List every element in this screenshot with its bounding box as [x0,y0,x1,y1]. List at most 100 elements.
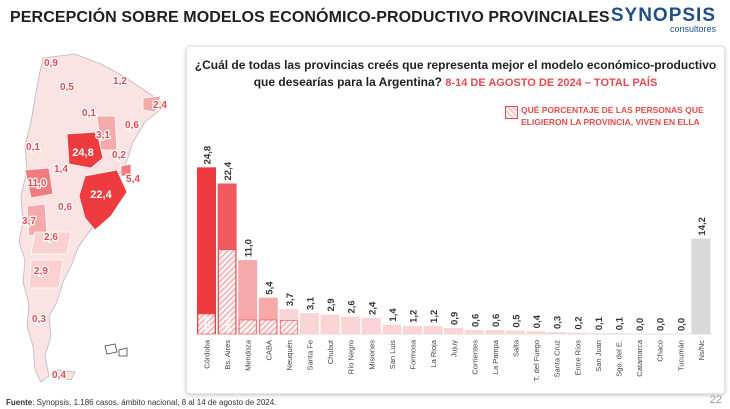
footer-text: : Synopsis, 1.186 casos, ámbito nacional… [32,398,277,407]
category-label: Bs. Aires [223,340,232,370]
chart-panel: ¿Cuál de todas las provincias creés que … [186,46,725,394]
category-label: Ns/Nc [697,340,706,361]
bar-value-label: 0,4 [532,314,543,328]
chart-question: ¿Cuál de todas las provincias creés que … [187,57,724,92]
bar-value-label: 0,0 [656,318,667,331]
residents-share-bar [238,319,257,335]
map-region-label: 0,5 [60,82,74,93]
category-label: Salta [512,339,521,357]
page-number: 22 [709,394,722,406]
category-label: Chubut [326,339,335,364]
bar-value-label: 2,6 [347,300,358,313]
residents-share-bar [218,249,236,335]
brand-logo: SYNOPSIS consultores [611,5,716,34]
footer-source: Fuente: Synopsis, 1.186 casos, ámbito na… [6,398,276,407]
category-label: Jujuy [450,340,459,358]
bar-6 [320,314,340,334]
map-region-label: 0,9 [44,58,58,69]
map-region-label: 1,4 [54,164,68,175]
category-label: CABA [264,340,273,360]
bar-10 [403,325,422,334]
logo-name: SYNOPSIS [610,5,716,26]
category-label: Entre Ríos [573,340,582,376]
residents-share-bar [197,313,216,335]
bar-value-label: 1,2 [409,310,420,323]
map-province-mendoza [24,167,54,199]
category-label: Tucumán [676,340,685,371]
category-label: San Juan [594,340,603,372]
map-region-label: 0,1 [82,108,96,119]
bar-value-label: 0,0 [676,318,687,331]
category-label: Córdoba [203,339,212,369]
bar-11 [423,325,443,334]
bar-2 [238,260,258,334]
argentina-map: 0,9 1,2 0,5 2,4 0,1 0,6 3,1 0,1 24,8 0,2 1,4 5,4 11,… [5,46,180,392]
bar-14 [485,329,505,334]
bar-value-label: 1,4 [388,308,399,322]
page-title: PERCEPCIÓN SOBRE MODELOS ECONÓMICO-PRODU… [10,9,610,26]
residents-share-label: 56,1 [223,316,232,331]
map-region-label: 0,2 [112,150,126,161]
bar-value-label: 5,4 [264,281,275,295]
bar-value-label: 22,4 [223,161,234,180]
bar-19 [588,333,608,334]
bar-15 [506,330,525,334]
map-region-label: 0,4 [52,370,66,381]
map-region-label: 3,7 [22,216,36,227]
map-region-label: 22,4 [90,189,112,201]
category-label: T. del Fuego [532,340,541,381]
map-region-label: 0,3 [32,314,46,325]
bar-24 [691,238,711,334]
bar-13 [464,329,484,334]
bar-value-label: 0,9 [450,312,461,325]
map-region-label: 2,6 [44,232,58,243]
bar-value-label: 3,7 [285,293,296,306]
map-region-label: 5,4 [126,174,140,185]
bar-16 [526,331,546,334]
bar-5 [300,313,319,334]
map-region-label: 11,0 [28,178,47,189]
map-svg: 0,91,20,52,40,10,63,10,1 24,8 0,21,45,411,… [18,53,169,383]
chart-subtitle: 8-14 DE AGOSTO DE 2024 – TOTAL PAÍS [445,77,658,89]
map-province-chubut [28,259,64,289]
bar-20 [609,333,628,334]
bar-chart: 24,8 Córdoba 12,0 22,4 Bs. Aires 56,1 11,0 Mend… [197,146,712,381]
category-label: Neuquén [285,340,294,370]
category-label: Sgo. del E. [615,340,624,377]
legend-label: QUÉ PORCENTAJE DE LAS PERSONAS QUE ELIGI… [521,105,704,127]
bar-value-label: 3,1 [306,296,317,310]
category-label: La Rioja [429,339,438,367]
bar-18 [567,332,587,334]
map-region-label: 2,9 [34,266,48,277]
category-label: Chaco [656,340,665,362]
bar-value-label: 0,5 [512,314,523,328]
bar-value-label: 0,1 [594,316,605,330]
map-province-rio-negro [30,231,72,255]
legend-swatch [505,106,518,119]
bar-value-label: 0,1 [615,316,626,330]
bar-value-label: 2,9 [326,298,337,311]
category-label: La Pampa [491,339,500,374]
bar-value-label: 11,0 [244,239,255,257]
map-region-label: 1,2 [113,76,127,87]
bar-value-label: 1,2 [429,310,440,323]
bar-value-label: 0,0 [635,318,646,331]
category-label: Mendoza [244,339,253,371]
footer-label: Fuente [6,398,33,407]
bar-value-label: 24,8 [203,146,214,165]
map-province-misiones [142,95,162,113]
category-label: Catamarca [635,339,644,377]
map-tierra-del-fuego [56,369,76,381]
logo-subtitle: consultores [669,24,716,34]
map-province-cordoba [66,131,104,169]
chart-title-line1: ¿Cuál de todas las provincias creés que … [194,58,717,72]
bar-value-label: 0,3 [553,316,564,329]
category-label: Río Negro [347,340,356,374]
residents-share-label: 12,0 [203,316,212,331]
map-province-caba [120,163,132,177]
bar-value-label: 0,2 [573,316,584,329]
map-province-santa-fe [96,115,118,151]
bar-17 [547,331,567,334]
bar-0 [197,167,216,334]
category-label: Santa Cruz [553,340,562,378]
